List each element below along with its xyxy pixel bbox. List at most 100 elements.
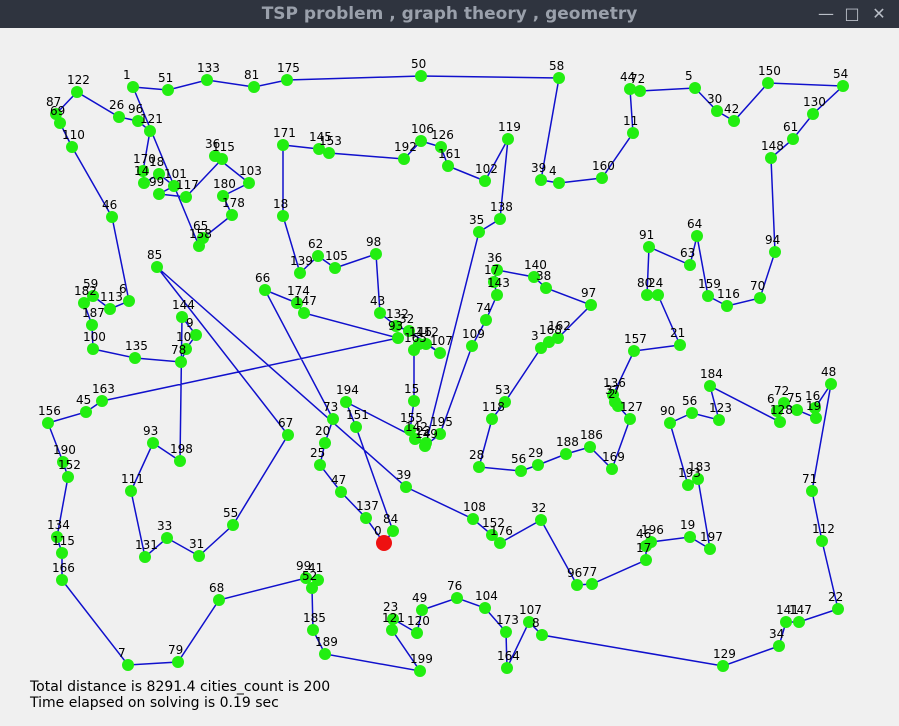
city-label-168: 78 (171, 343, 186, 357)
city-node-91 (319, 437, 331, 449)
city-label-25: 64 (687, 217, 702, 231)
city-node-154 (467, 513, 479, 525)
city-node-177 (66, 141, 78, 153)
city-label-63: 107 (430, 334, 453, 348)
city-label-190: 115 (212, 140, 235, 154)
city-node-151 (535, 514, 547, 526)
city-label-170: 100 (83, 330, 106, 344)
city-node-67 (370, 248, 382, 260)
city-label-121: 164 (497, 649, 520, 663)
minimize-button[interactable]: — (818, 4, 834, 23)
city-node-51 (488, 276, 500, 288)
maximize-button[interactable]: □ (844, 4, 860, 23)
city-node-188 (153, 188, 165, 200)
city-label-95: 147 (294, 294, 317, 308)
city-node-0 (127, 81, 139, 93)
city-label-69: 62 (308, 237, 323, 251)
city-node-194 (226, 209, 238, 221)
city-label-8: 4 (549, 164, 557, 178)
start-city-marker (376, 535, 392, 551)
city-node-170 (87, 343, 99, 355)
city-node-131 (825, 378, 837, 390)
city-label-106: 79 (168, 643, 183, 657)
city-node-80 (502, 133, 514, 145)
city-label-56: 149 (415, 427, 438, 441)
city-node-90 (314, 459, 326, 471)
city-label-46: 162 (548, 319, 571, 333)
city-label-100: 190 (53, 443, 76, 457)
city-label-41: 28 (469, 448, 484, 462)
city-node-40 (515, 465, 527, 477)
city-label-37: 186 (580, 428, 603, 442)
city-node-52 (491, 289, 503, 301)
city-node-121 (501, 662, 513, 674)
city-label-189: 117 (176, 178, 199, 192)
city-label-145: 19 (680, 518, 695, 532)
city-label-166: 9 (186, 316, 194, 330)
city-label-7: 39 (531, 161, 546, 175)
city-label-137: 128 (770, 403, 793, 417)
city-label-164: 198 (170, 442, 193, 456)
city-node-185 (138, 177, 150, 189)
city-label-39: 29 (528, 446, 543, 460)
city-node-156 (151, 261, 163, 273)
city-label-44: 3 (531, 329, 539, 343)
city-node-12 (634, 85, 646, 97)
city-node-5 (415, 70, 427, 82)
city-label-75: 192 (394, 140, 417, 154)
city-label-68: 105 (325, 249, 348, 263)
city-label-70: 139 (290, 254, 313, 268)
city-node-96 (392, 332, 404, 344)
city-label-89: 47 (331, 473, 346, 487)
city-label-2: 133 (197, 61, 220, 75)
city-label-184: 170 (133, 152, 156, 166)
city-label-185: 14 (134, 164, 149, 178)
city-node-68 (329, 262, 341, 274)
city-node-172 (78, 297, 90, 309)
city-label-127: 147 (789, 603, 812, 617)
city-label-113: 199 (410, 652, 433, 666)
city-node-117 (416, 604, 428, 616)
city-node-15 (728, 115, 740, 127)
city-node-29 (652, 289, 664, 301)
city-label-177: 110 (62, 128, 85, 142)
city-label-108: 99 (296, 559, 311, 573)
city-label-65: 132 (386, 307, 409, 321)
city-node-193 (217, 190, 229, 202)
city-label-18: 130 (803, 95, 826, 109)
city-node-81 (494, 213, 506, 225)
city-label-178: 69 (50, 104, 65, 118)
city-label-85: 151 (346, 408, 369, 422)
city-node-19 (787, 133, 799, 145)
city-label-6: 58 (549, 59, 564, 73)
city-label-94: 174 (287, 284, 310, 298)
city-node-125 (773, 640, 785, 652)
city-node-79 (479, 175, 491, 187)
title-bar[interactable]: TSP problem , graph theory , geometry — … (0, 0, 899, 28)
city-node-46 (552, 332, 564, 344)
city-node-6 (553, 72, 565, 84)
city-label-59: 15 (404, 382, 419, 396)
city-label-159: 31 (189, 537, 204, 551)
city-node-166 (190, 329, 202, 341)
city-node-134 (791, 404, 803, 416)
city-node-99 (42, 417, 54, 429)
city-node-141 (664, 417, 676, 429)
city-node-159 (193, 550, 205, 562)
city-node-3 (248, 81, 260, 93)
city-label-17: 54 (833, 67, 848, 81)
city-node-83 (420, 437, 432, 449)
city-label-162: 111 (121, 472, 144, 486)
city-node-92 (327, 413, 339, 425)
city-label-174: 113 (100, 290, 123, 304)
city-label-180: 122 (67, 73, 90, 87)
close-button[interactable]: ✕ (872, 4, 886, 23)
city-node-124 (717, 660, 729, 672)
city-node-167 (180, 343, 192, 355)
city-label-148: 17 (636, 541, 651, 555)
city-label-132: 16 (805, 389, 820, 403)
city-label-29: 24 (648, 276, 663, 290)
city-node-187 (168, 180, 180, 192)
city-label-57: 142 (405, 420, 428, 434)
city-node-9 (596, 172, 608, 184)
